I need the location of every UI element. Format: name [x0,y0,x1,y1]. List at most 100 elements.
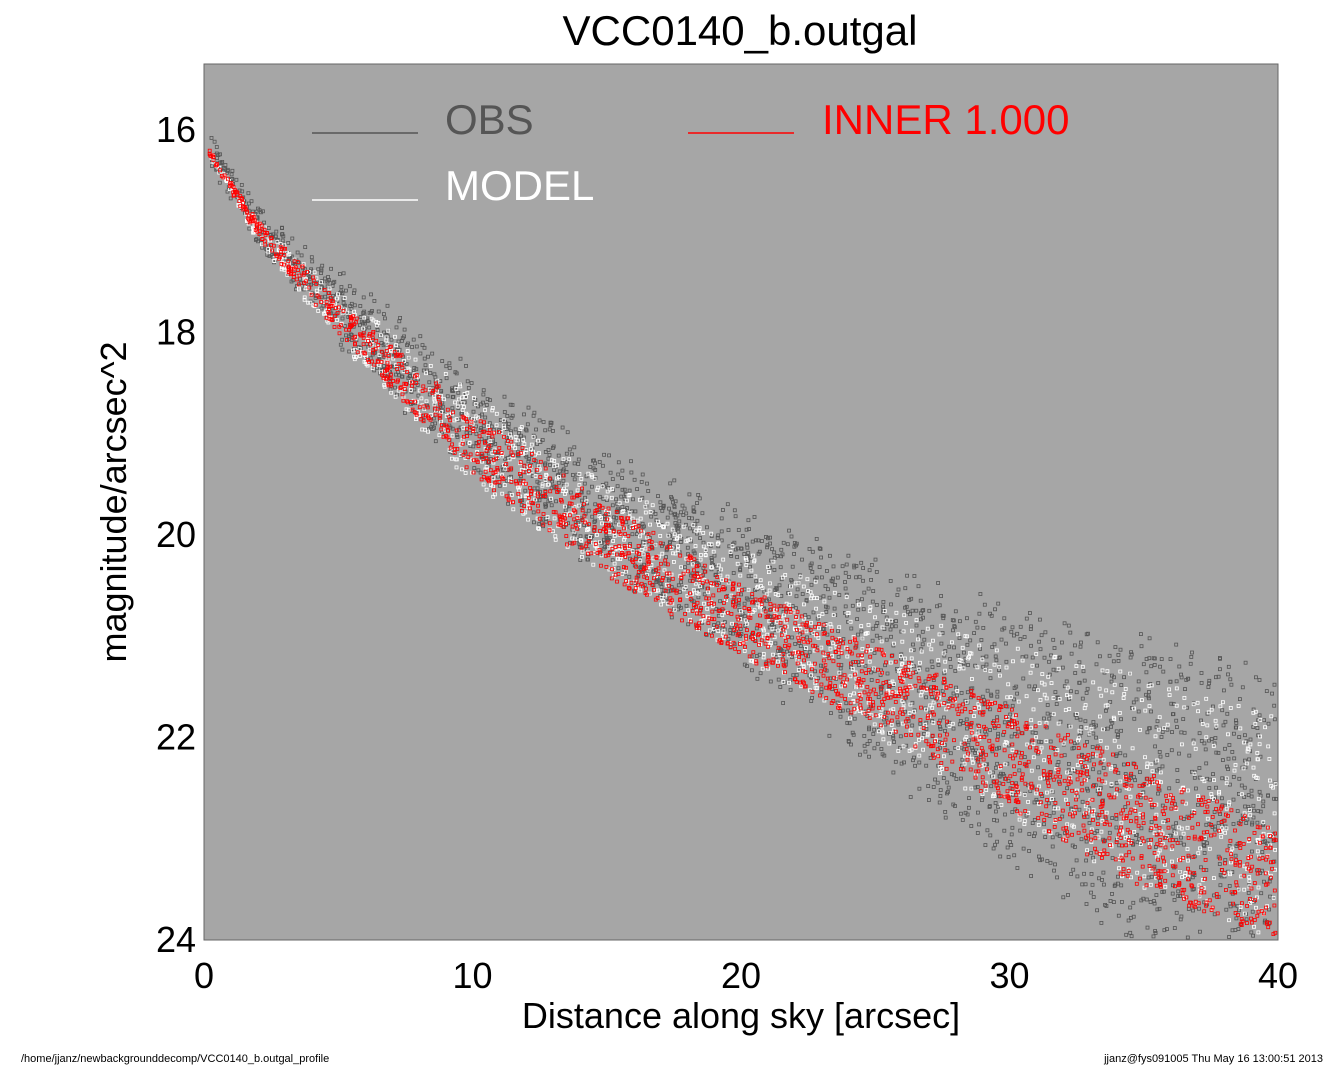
data-point-obs [1060,640,1064,645]
data-point-obs [1128,930,1133,935]
data-point-obs [1251,803,1256,808]
data-point-obs [1250,909,1255,914]
data-point-obs [1251,815,1256,820]
data-point-obs [447,361,452,366]
data-point-obs [668,510,673,515]
data-point-obs [756,538,761,543]
data-point-obs [632,477,637,482]
data-point-obs [905,573,909,578]
data-point-obs [1155,768,1159,773]
data-point-obs [1240,685,1245,690]
data-point-obs [858,752,862,757]
data-point-obs [1015,631,1020,636]
data-point-obs [1052,868,1056,873]
data-point-obs [1205,776,1209,781]
data-point-obs [1170,730,1174,734]
data-point-obs [1155,719,1160,724]
data-point-obs [1201,840,1206,844]
data-point-obs [872,727,877,732]
data-point-obs [610,477,615,482]
data-point-obs [576,457,581,462]
data-point-obs [340,347,345,352]
data-point-obs [695,518,700,523]
data-point-obs [430,351,435,356]
data-point-obs [961,664,966,669]
data-point-obs [949,696,953,701]
data-point-obs [945,748,950,753]
data-point-obs [427,380,432,385]
data-point-obs [619,494,624,499]
data-point-obs [616,460,621,465]
data-point-obs [1182,842,1186,847]
data-point-obs [612,515,616,520]
data-point-obs [212,139,217,144]
data-point-obs [497,483,502,488]
data-point-obs [855,617,859,621]
data-point-obs [817,565,822,569]
data-point-obs [836,655,841,659]
data-point-obs [674,524,679,529]
data-point-obs [607,453,611,458]
data-point-obs [1087,821,1092,825]
data-point-obs [744,596,749,601]
data-point-obs [750,668,754,673]
data-point-obs [402,361,407,365]
data-point-obs [1012,853,1017,858]
data-point-obs [1239,783,1244,788]
data-point-obs [970,686,975,691]
data-point-obs [888,579,893,583]
data-point-obs [1009,629,1014,634]
data-point-obs [1141,662,1146,667]
data-point-obs [640,472,645,477]
data-point-obs [940,689,945,693]
data-point-obs [562,525,566,529]
data-point-obs [913,763,917,768]
data-point-obs [843,580,847,584]
data-point-obs [774,587,779,591]
data-point-obs [849,742,853,747]
data-point-obs [1251,725,1256,729]
data-point-obs [422,345,427,350]
data-point-obs [378,333,383,338]
data-point-obs [668,481,673,486]
data-point-obs [731,571,736,575]
data-point-obs [214,151,219,156]
data-point-obs [1227,844,1232,848]
data-point-obs [956,653,961,658]
data-point-obs [458,356,463,361]
data-point-obs [1074,858,1079,863]
data-point-obs [691,599,696,604]
data-point-obs [602,537,606,542]
plot-area [203,63,1279,941]
data-point-obs [686,622,691,627]
data-point-obs [1232,731,1236,736]
data-point-obs [560,425,565,430]
data-point-obs [1226,672,1230,677]
data-point-obs [289,254,294,259]
data-point-obs [701,540,706,545]
data-point-obs [1196,802,1200,807]
data-point-obs [1149,820,1154,824]
data-point-obs [1029,874,1033,878]
data-point-obs [861,566,865,570]
data-point-obs [847,575,851,579]
data-point-obs [967,805,971,810]
data-point-obs [1186,676,1190,681]
data-point-obs [1053,690,1058,694]
data-point-obs [620,487,625,492]
data-point-obs [1155,907,1160,912]
data-point-obs [404,361,409,366]
data-point-obs [616,472,621,477]
data-point-obs [948,751,953,756]
data-point-obs [454,433,459,437]
data-point-obs [927,798,931,802]
data-point-obs [582,481,587,486]
data-point-obs [772,550,777,555]
data-point-obs [347,349,352,354]
data-point-obs [640,495,645,500]
data-point-obs [874,570,879,574]
data-point-obs [319,295,324,300]
data-point-obs [568,490,573,495]
data-point-obs [852,565,857,570]
data-point-obs [869,578,873,582]
